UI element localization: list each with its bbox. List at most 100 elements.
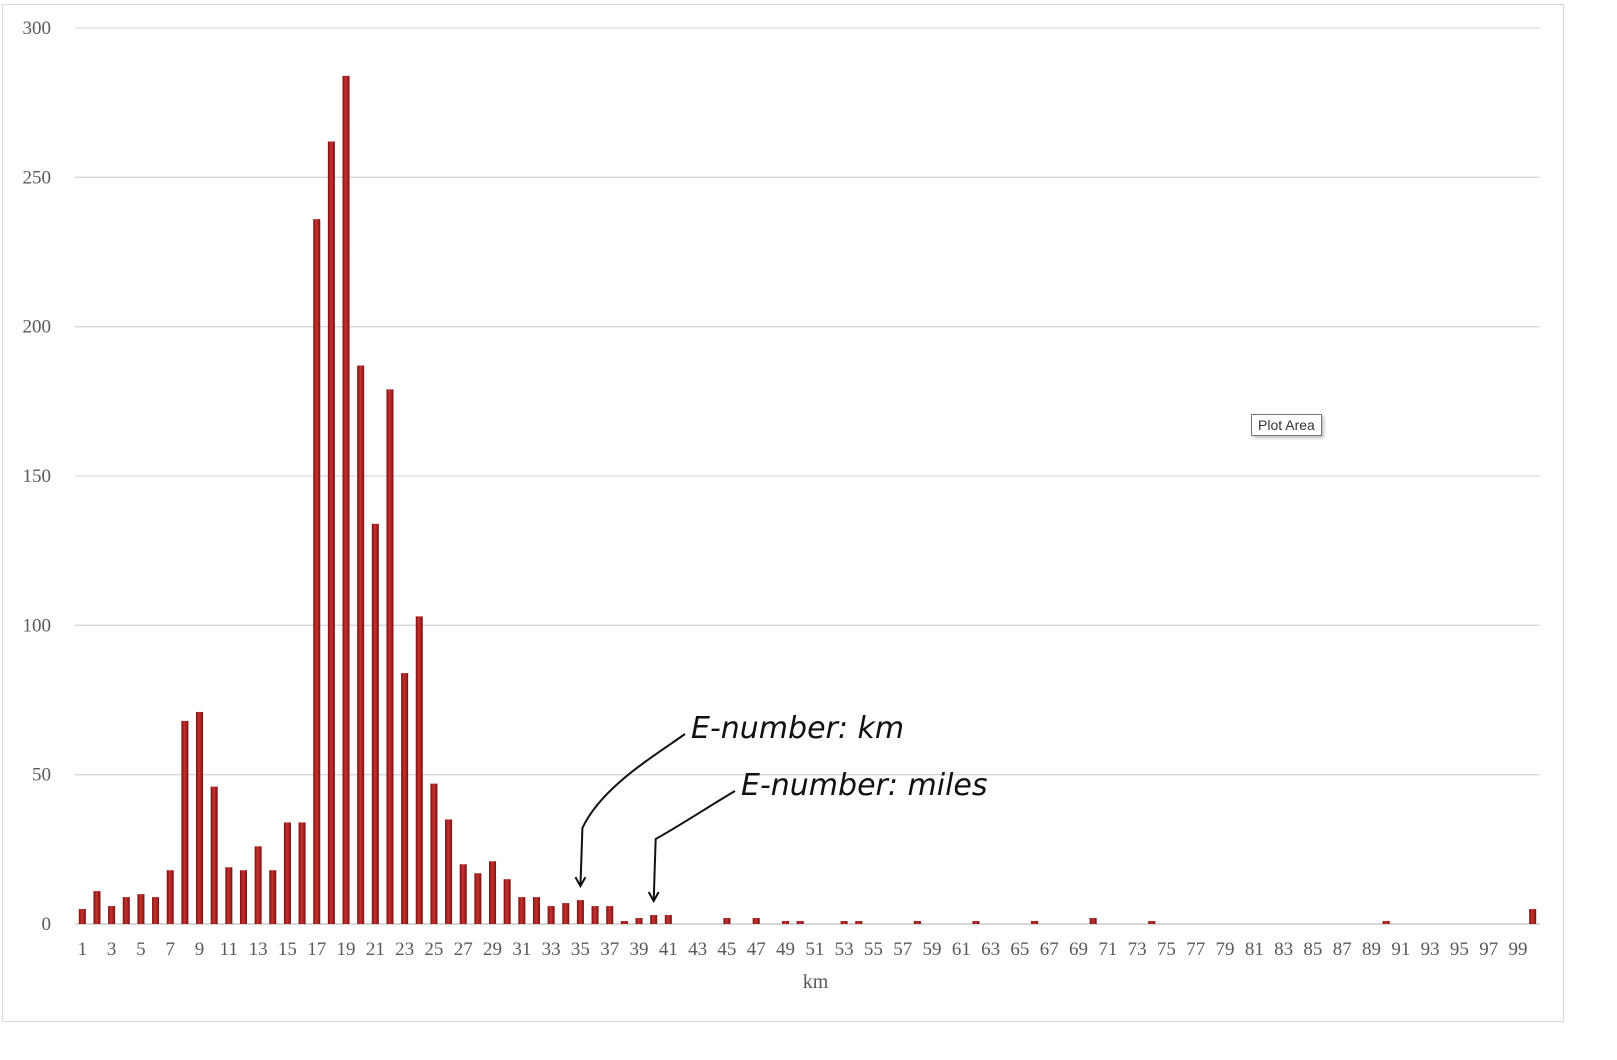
y-tick-label: 150 (23, 466, 52, 487)
bar (137, 894, 145, 924)
x-tick-label: 43 (688, 939, 707, 960)
bar (1148, 921, 1156, 924)
annotation-text: E-number: km (691, 711, 904, 746)
x-tick-label: 25 (424, 939, 443, 960)
plot-area-tooltip: Plot Area (1251, 414, 1322, 436)
x-tick-label: 67 (1040, 939, 1059, 960)
x-tick-label: 47 (747, 939, 766, 960)
bar (459, 864, 467, 924)
bar (181, 720, 189, 924)
bar (430, 783, 438, 924)
x-tick-label: 81 (1245, 939, 1264, 960)
x-tick-label: 49 (776, 939, 795, 960)
bar (269, 870, 277, 924)
bar (122, 897, 130, 924)
y-tick-label: 100 (23, 615, 52, 636)
bar (225, 867, 233, 924)
y-tick-label: 250 (23, 167, 52, 188)
x-tick-label: 77 (1186, 939, 1205, 960)
x-tick-label: 75 (1157, 939, 1176, 960)
y-tick-label: 200 (23, 317, 52, 338)
bar (532, 897, 540, 924)
bar (1382, 921, 1390, 924)
bar (972, 921, 980, 924)
bar (1529, 909, 1537, 924)
x-tick-label: 73 (1128, 939, 1147, 960)
bar (415, 616, 423, 924)
bar (166, 870, 174, 924)
bar (723, 918, 731, 924)
x-tick-label: 5 (136, 939, 146, 960)
annotation-text: E-number: miles (741, 768, 988, 803)
x-tick-label: 27 (454, 939, 473, 960)
x-tick-label: 95 (1450, 939, 1469, 960)
bar (327, 141, 335, 924)
x-tick-label: 93 (1421, 939, 1440, 960)
x-tick-label: 83 (1274, 939, 1293, 960)
bar (1089, 918, 1097, 924)
x-tick-label: 71 (1098, 939, 1117, 960)
bar (650, 915, 658, 924)
x-axis-title: km (803, 971, 829, 993)
bar (445, 819, 453, 924)
bar (855, 921, 863, 924)
x-tick-label: 7 (165, 939, 175, 960)
x-tick-label: 41 (659, 939, 678, 960)
x-tick-label: 31 (512, 939, 531, 960)
bar (298, 822, 306, 924)
x-tick-label: 3 (107, 939, 117, 960)
bar (606, 906, 614, 924)
bar (283, 822, 291, 924)
x-tick-label: 35 (571, 939, 590, 960)
bar (1031, 921, 1039, 924)
x-tick-label: 79 (1216, 939, 1235, 960)
bar (371, 523, 379, 924)
x-tick-label: 19 (337, 939, 356, 960)
handwritten-annotations: E-number: km E-number: miles (574, 711, 988, 904)
bar (93, 891, 101, 924)
x-tick-label: 13 (249, 939, 268, 960)
annotation-arrow-line (652, 790, 736, 902)
bar (108, 906, 116, 924)
x-tick-label: 89 (1362, 939, 1381, 960)
x-tick-label: 59 (923, 939, 942, 960)
x-tick-label: 57 (893, 939, 912, 960)
bar (489, 861, 497, 924)
x-tick-label: 37 (600, 939, 619, 960)
bar (210, 786, 218, 924)
x-tick-label: 97 (1479, 939, 1498, 960)
bar (913, 921, 921, 924)
annotation-arrow-head (647, 891, 660, 904)
bar (518, 897, 526, 924)
x-tick-label: 99 (1509, 939, 1528, 960)
x-tick-label: 17 (307, 939, 326, 960)
x-tick-label: 65 (1010, 939, 1029, 960)
bar (313, 219, 321, 924)
bar (239, 870, 247, 924)
bar (78, 909, 86, 924)
chart-frame: 0 50 100 150 200 250 300 1 3 5 7 9 11 13 15 17 19 21 23 25… (2, 4, 1564, 1022)
x-tick-label: 91 (1391, 939, 1410, 960)
x-tick-label: 69 (1069, 939, 1088, 960)
x-tick-label: 15 (278, 939, 297, 960)
bar (635, 918, 643, 924)
bar (591, 906, 599, 924)
bar (386, 389, 394, 924)
x-tick-label: 55 (864, 939, 883, 960)
annotation-arrow-line (579, 733, 686, 887)
bar (342, 75, 350, 924)
bar (796, 921, 804, 924)
x-tick-label: 23 (395, 939, 414, 960)
x-tick-label: 45 (717, 939, 736, 960)
bar (152, 897, 160, 924)
x-tick-label: 11 (220, 939, 238, 960)
annotation: E-number: km (574, 711, 904, 889)
x-axis-ticks: 1 3 5 7 9 11 13 15 17 19 21 23 25 27 29 31 33 35 37 39 41 43 4… (78, 939, 1528, 960)
bar (474, 873, 482, 924)
x-tick-label: 85 (1303, 939, 1322, 960)
bar (196, 711, 204, 924)
y-tick-label: 50 (32, 765, 51, 786)
y-tick-label: 0 (42, 914, 52, 935)
x-tick-label: 9 (195, 939, 205, 960)
